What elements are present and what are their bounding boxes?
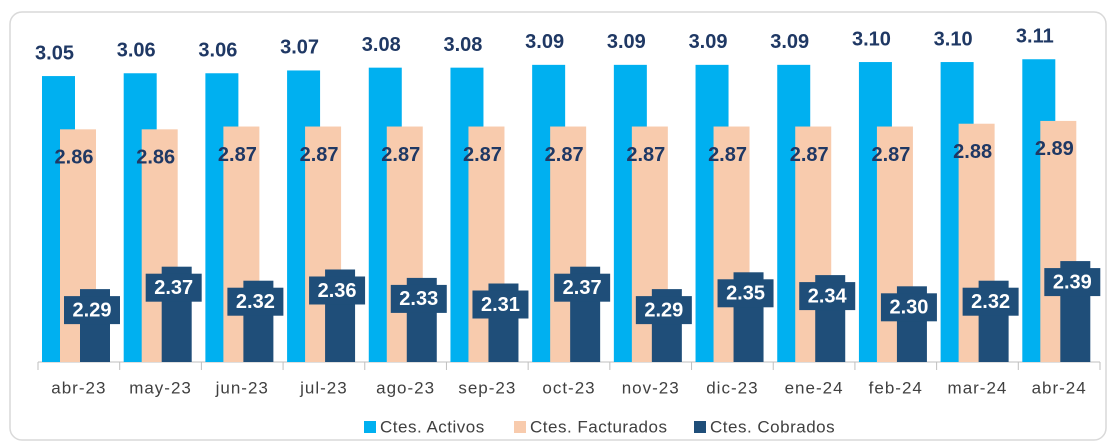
x-tick-label: oct-23 xyxy=(542,378,595,397)
data-label: 2.37 xyxy=(563,277,602,299)
data-label: 3.07 xyxy=(280,37,319,59)
data-label: 2.87 xyxy=(381,144,420,166)
x-tick-label: dic-23 xyxy=(706,378,758,397)
x-tick-label: feb-24 xyxy=(869,378,923,397)
data-label: 3.09 xyxy=(689,31,728,53)
x-tick-label: mar-24 xyxy=(948,378,1008,397)
data-label: 2.87 xyxy=(871,144,910,166)
data-label-box xyxy=(390,284,447,313)
data-label: 2.87 xyxy=(463,144,502,166)
data-label-box xyxy=(717,279,774,308)
x-tick-label: ago-23 xyxy=(376,378,435,397)
data-label-box xyxy=(635,296,692,325)
data-label: 2.86 xyxy=(55,147,94,169)
data-label: 2.29 xyxy=(73,299,112,321)
data-label-box xyxy=(554,273,611,302)
legend-swatch xyxy=(364,421,376,433)
data-label: 2.87 xyxy=(545,144,584,166)
data-label: 2.30 xyxy=(889,297,928,319)
x-tick-label: ene-24 xyxy=(785,378,844,397)
x-tick-label: abr-24 xyxy=(1032,378,1087,397)
data-label: 2.87 xyxy=(708,144,747,166)
data-label: 3.08 xyxy=(362,34,401,56)
data-label: 2.35 xyxy=(726,283,765,305)
data-label: 3.09 xyxy=(607,31,646,53)
data-label: 2.33 xyxy=(399,288,438,310)
data-label: 2.89 xyxy=(1035,138,1074,160)
x-tick-label: may-23 xyxy=(129,378,192,397)
data-label: 2.32 xyxy=(236,291,275,313)
data-label: 2.87 xyxy=(790,144,829,166)
legend-label: Ctes. Cobrados xyxy=(710,417,835,436)
data-label: 2.88 xyxy=(953,141,992,163)
data-label: 3.09 xyxy=(525,31,564,53)
legend-swatch xyxy=(694,421,706,433)
data-label: 2.87 xyxy=(300,144,339,166)
data-label-box xyxy=(227,287,284,316)
data-label-box xyxy=(472,290,529,319)
data-label: 3.06 xyxy=(117,40,156,62)
data-label: 3.08 xyxy=(443,34,482,56)
data-label: 2.36 xyxy=(318,280,357,302)
data-label: 3.10 xyxy=(934,28,973,50)
data-label-box xyxy=(799,282,856,311)
data-label-box xyxy=(880,293,937,322)
x-tick-label: abr-23 xyxy=(51,378,106,397)
data-label-box xyxy=(145,273,202,302)
data-label: 2.31 xyxy=(481,294,520,316)
data-label: 2.87 xyxy=(218,144,257,166)
data-label: 2.39 xyxy=(1053,271,1092,293)
x-tick-label: sep-23 xyxy=(458,378,516,397)
x-tick-label: jun-23 xyxy=(215,378,269,397)
data-label-box xyxy=(64,296,120,325)
x-tick-label: jul-23 xyxy=(299,378,348,397)
data-label: 2.32 xyxy=(971,291,1010,313)
data-label: 3.06 xyxy=(198,40,237,62)
data-label: 2.87 xyxy=(626,144,665,166)
data-label: 2.29 xyxy=(644,299,683,321)
data-label: 2.37 xyxy=(154,277,193,299)
legend-swatch xyxy=(514,421,526,433)
data-label-box xyxy=(309,276,366,305)
data-label-box xyxy=(962,287,1019,316)
data-label: 3.11 xyxy=(1016,26,1054,48)
data-label: 3.05 xyxy=(35,42,74,64)
legend-label: Ctes. Activos xyxy=(380,417,485,436)
data-label: 2.34 xyxy=(808,285,848,307)
data-label: 3.10 xyxy=(852,28,891,50)
data-label-box xyxy=(1044,268,1101,297)
data-label: 3.09 xyxy=(770,31,809,53)
data-label: 2.86 xyxy=(136,147,175,169)
x-tick-label: nov-23 xyxy=(622,378,680,397)
legend-label: Ctes. Facturados xyxy=(530,417,667,436)
